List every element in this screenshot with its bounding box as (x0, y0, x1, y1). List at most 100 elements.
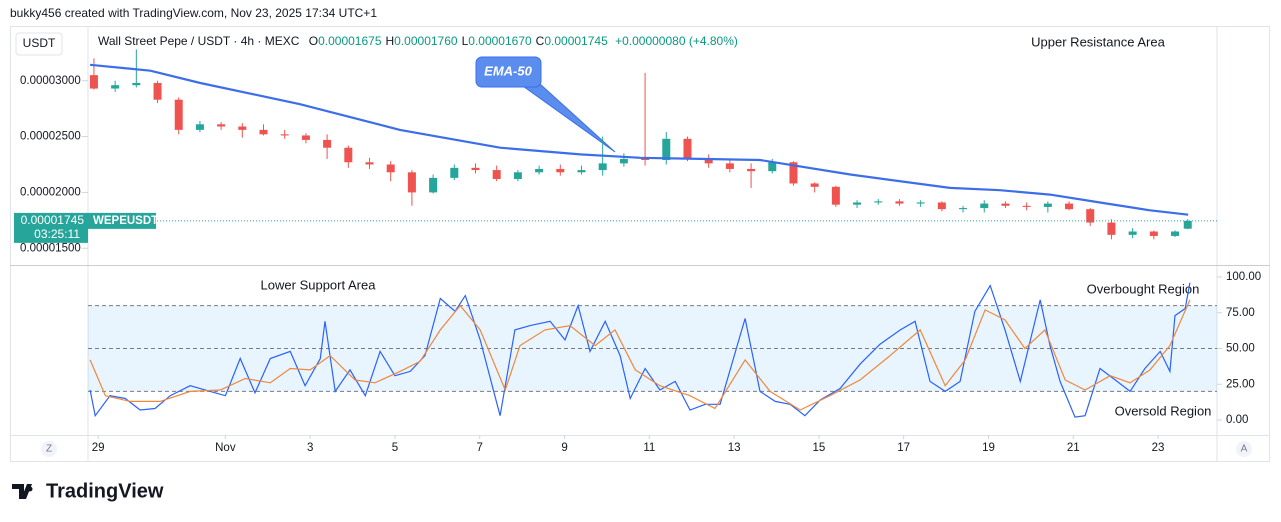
x-tick-label: 3 (307, 442, 313, 454)
x-tick-label: 15 (813, 442, 826, 454)
legend: Wall Street Pepe / USDT · 4h · MEXC O 0.0… (98, 34, 738, 48)
ohlc-value: 0.00001670 (468, 34, 532, 48)
candle-body (259, 129, 268, 135)
candle-body (344, 147, 353, 163)
x-tick-label: 19 (982, 442, 995, 454)
symbol: Wall Street Pepe / USDT · 4h · MEXC (98, 34, 300, 48)
x-tick-label: 13 (728, 442, 741, 454)
logo-mark (12, 484, 32, 499)
candle-body (810, 183, 819, 187)
candle-body (492, 170, 501, 180)
candle-body (768, 162, 777, 172)
candle-body (725, 163, 734, 169)
candle-body (1107, 222, 1116, 235)
candle-body (598, 163, 607, 171)
x-tick-label: 29 (92, 442, 105, 454)
candle-body (450, 167, 459, 178)
symbol-tag-label: WEPEUSDT (93, 215, 158, 227)
candle-body (174, 99, 183, 130)
ohlc-key: O (309, 34, 318, 48)
candle-body (513, 172, 522, 180)
currency-badge[interactable] (15, 32, 63, 56)
candle-body (1022, 205, 1031, 207)
y-tick-label: 75.00 (1226, 307, 1255, 319)
ohlc-key: H (386, 34, 395, 48)
x-tick-label: 23 (1152, 442, 1165, 454)
candle-body (683, 138, 692, 159)
candle-body (747, 168, 756, 172)
candle-body (662, 138, 671, 161)
candle-body (874, 201, 883, 203)
candle-body (153, 82, 162, 100)
candle-body (853, 202, 862, 205)
candle-body (1128, 231, 1137, 235)
logo-text: TradingView (46, 480, 164, 502)
price-tag-countdown: 03:25:11 (34, 227, 80, 241)
candle-body (1043, 203, 1052, 207)
credit: bukky456 created with TradingView.com, N… (10, 6, 377, 20)
scale-button-label[interactable]: A (1241, 444, 1248, 455)
candle-body (1065, 203, 1074, 210)
line-series (89, 282, 1191, 418)
candle-body (556, 168, 565, 173)
annotation: Oversold Region (1115, 403, 1212, 418)
logo: TradingView (12, 480, 164, 502)
ema-callout: EMA-50 (475, 56, 616, 153)
price-tag (14, 212, 88, 243)
candle-body (1149, 231, 1158, 236)
candle-body (789, 162, 798, 184)
x-tick-label: 21 (1067, 442, 1080, 454)
candle-body (217, 124, 226, 127)
indicator-pane (88, 282, 1217, 418)
x-tick-label: 5 (392, 442, 398, 454)
candle-body (959, 208, 968, 210)
x-tick-label: 17 (897, 442, 910, 454)
ohlc-value: 0.00001745 (544, 34, 608, 48)
candle-body (111, 85, 120, 89)
y-tick-label: 0.00001500 (20, 242, 81, 254)
y-tick-label: 25.00 (1226, 378, 1255, 390)
x-tick-label: 11 (643, 442, 655, 454)
candle-body (429, 177, 438, 193)
price-pane (89, 49, 1192, 240)
ohlc-value: 0.00001760 (394, 34, 458, 48)
y-tick-label: 0.00003000 (20, 75, 81, 87)
candle-body (1001, 203, 1010, 206)
line-series (89, 299, 1191, 411)
candle-body (916, 202, 925, 204)
price-tag-value: 0.00001745 (21, 213, 85, 227)
x-tick-label: 9 (561, 442, 567, 454)
ohlc-key: L (462, 34, 469, 48)
ohlc-key: C (536, 34, 545, 48)
callout-box (475, 56, 542, 88)
y-tick-label: 50.00 (1226, 343, 1255, 355)
candle-body (1171, 231, 1180, 236)
candle-body (301, 135, 310, 140)
scale-button-label[interactable]: Z (46, 444, 52, 455)
candle-body (980, 203, 989, 209)
annotation: Overbought Region (1087, 281, 1200, 296)
currency[interactable]: USDT (23, 36, 56, 50)
y-tick-label: 0.00 (1226, 414, 1248, 426)
scale-button[interactable] (1236, 441, 1252, 457)
line-series (89, 63, 1189, 216)
candle-body (280, 134, 289, 136)
candle-body (937, 202, 946, 210)
scale-button[interactable] (41, 441, 57, 457)
candle-body (365, 162, 374, 165)
candle-body (386, 164, 395, 173)
frame (10, 26, 1270, 462)
candle-body (89, 75, 98, 89)
candle-body (1086, 209, 1095, 223)
candle-body (704, 158, 713, 164)
candle-body (895, 201, 904, 204)
annotation: Upper Resistance Area (1031, 34, 1165, 49)
x-tick-label: Nov (215, 442, 236, 454)
candle-body (831, 186, 840, 205)
candle-body (535, 168, 544, 173)
candle-body (619, 158, 628, 164)
candle-body (641, 158, 650, 161)
candle-body (471, 167, 480, 171)
